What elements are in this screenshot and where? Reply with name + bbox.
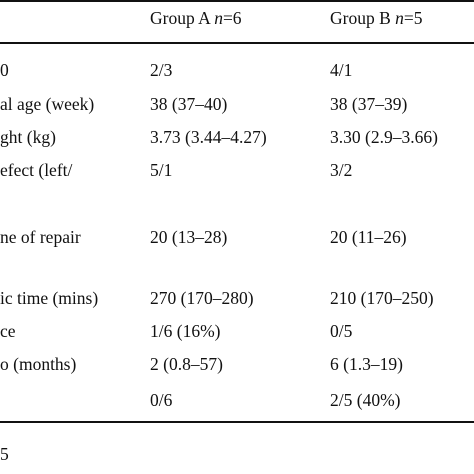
header-count: =5 (403, 8, 423, 28)
row-label: al age (week) (0, 94, 95, 114)
table-cell: 270 (170–280) (150, 288, 254, 308)
table-cell: 210 (170–250) (330, 288, 434, 308)
header-cell: Group A n=6 (150, 8, 242, 28)
table-cell: 2/5 (40%) (330, 390, 401, 410)
row-label: ne of repair (0, 227, 81, 247)
table-cell: 38 (37–39) (330, 94, 408, 114)
top-rule (0, 0, 474, 2)
table-cell: 3.30 (2.9–3.66) (330, 127, 438, 147)
row-label: ce (0, 321, 16, 341)
footnote: 5 (0, 444, 9, 464)
header-label: Group A (150, 8, 210, 28)
row-label: ic time (mins) (0, 288, 99, 308)
table-cell: 3.73 (3.44–4.27) (150, 127, 267, 147)
table-cell: 0/5 (330, 321, 353, 341)
table-cell: 0/6 (150, 390, 173, 410)
row-label: o (months) (0, 354, 77, 374)
bottom-rule (0, 421, 474, 423)
table-cell: 20 (11–26) (330, 227, 407, 247)
row-label: efect (left/ (0, 160, 73, 180)
row-label: ght (kg) (0, 127, 56, 147)
table-cell: 2/3 (150, 60, 173, 80)
header-rule (0, 42, 474, 44)
table-cell: 20 (13–28) (150, 227, 228, 247)
table-cell: 3/2 (330, 160, 353, 180)
header-n: n (395, 8, 404, 28)
table-cell: 38 (37–40) (150, 94, 228, 114)
header-n: n (214, 8, 223, 28)
table-cell: 6 (1.3–19) (330, 354, 403, 374)
header-count: =6 (222, 8, 242, 28)
header-cell: Group B n=5 (330, 8, 423, 28)
table-cell: 2 (0.8–57) (150, 354, 223, 374)
row-label: 0 (0, 60, 9, 80)
header-label: Group B (330, 8, 391, 28)
table-cell: 4/1 (330, 60, 353, 80)
table-cell: 1/6 (16%) (150, 321, 221, 341)
table-cell: 5/1 (150, 160, 173, 180)
